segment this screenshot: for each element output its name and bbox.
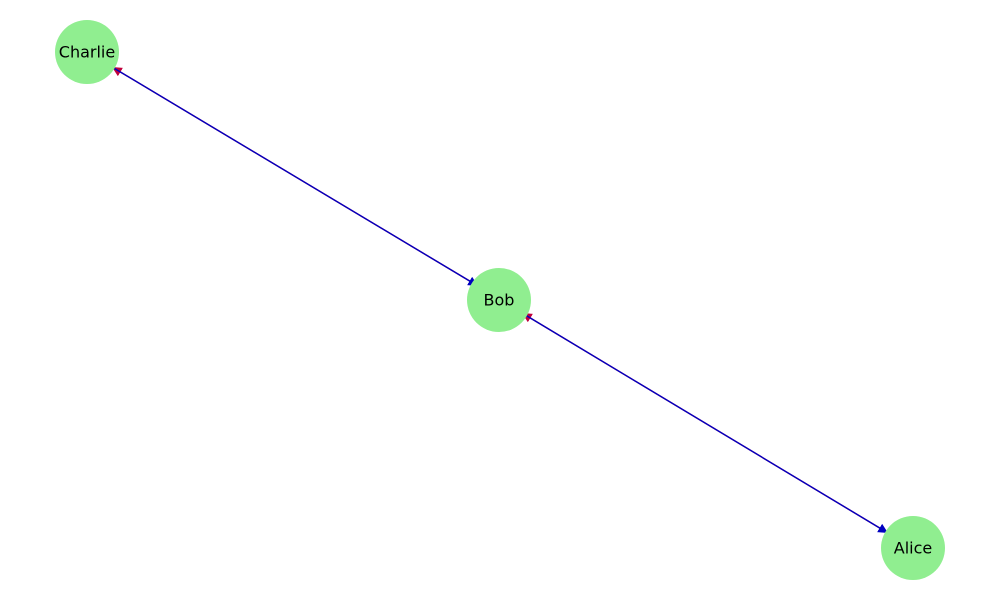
node-label: Bob	[484, 291, 515, 310]
node-circle	[55, 20, 119, 84]
node-label: Charlie	[59, 43, 115, 62]
edge-charlie-to-bob	[111, 66, 479, 287]
node-alice: Alice	[881, 516, 945, 580]
node-label: Alice	[894, 539, 932, 558]
node-bob: Bob	[467, 268, 531, 332]
edge-bob-to-alice	[521, 312, 889, 534]
node-circle	[467, 268, 531, 332]
node-charlie: Charlie	[55, 20, 119, 84]
node-circle	[881, 516, 945, 580]
